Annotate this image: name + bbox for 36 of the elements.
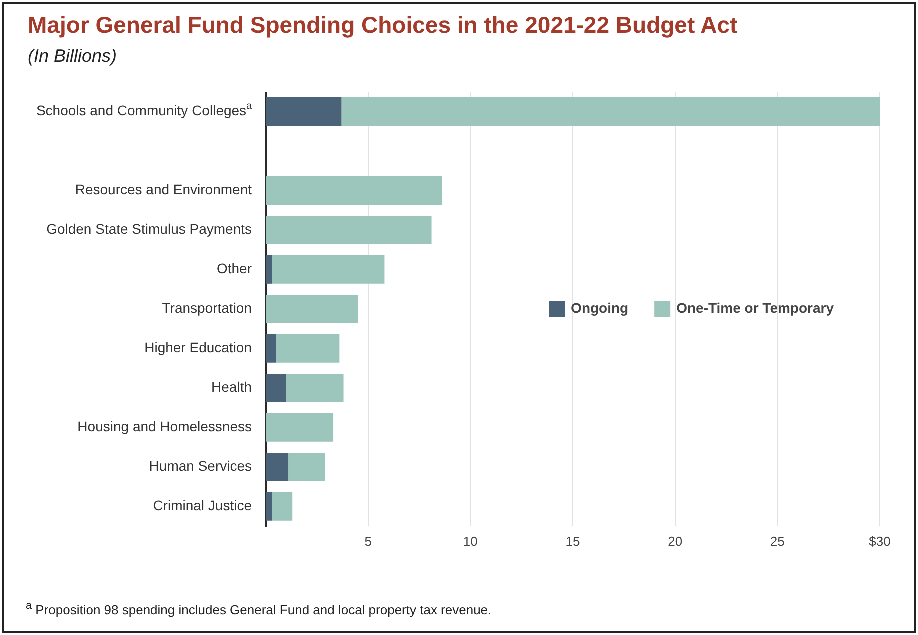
y-tick-label: Golden State Stimulus Payments	[46, 221, 252, 238]
bar	[266, 255, 272, 284]
legend-label: Ongoing	[571, 300, 629, 316]
legend-label: One-Time or Temporary	[676, 300, 834, 316]
x-tick-label: 15	[566, 534, 580, 549]
bar	[266, 413, 334, 442]
y-tick-label: Housing and Homelessness	[78, 418, 252, 435]
bar	[266, 98, 342, 126]
y-tick-label: Other	[216, 260, 252, 277]
bar	[286, 374, 344, 402]
bar	[266, 334, 276, 363]
text: (In Billions)	[28, 46, 118, 67]
x-tick-label: 20	[668, 534, 683, 549]
y-tick-label: Transportation	[162, 300, 252, 316]
y-tick-label: Higher Education	[144, 340, 252, 356]
bar	[266, 294, 358, 324]
x-tick-label: 25	[770, 534, 785, 549]
y-tick-label: Resources and Environment	[75, 182, 252, 198]
bar	[266, 176, 442, 205]
bar	[272, 255, 385, 284]
chart-title: Major General Fund Spending Choices in the 2021-22 Budget Act	[28, 12, 738, 39]
x-tick-label: $30	[869, 534, 891, 549]
x-tick-label: 5	[364, 534, 372, 549]
y-tick-label: Health	[212, 379, 252, 396]
text: $^{a}$ Proposition 98 spending includes General Fund and local property tax revenue.	[26, 600, 492, 618]
x-tick-label: 10	[463, 534, 478, 549]
bar	[272, 492, 293, 521]
y-tick-label: Human Services	[149, 458, 252, 474]
bar	[266, 452, 289, 482]
bar	[276, 334, 340, 363]
bar	[342, 98, 880, 126]
bar	[266, 374, 286, 402]
bar	[288, 452, 326, 482]
y-tick-label: Criminal Justice	[153, 498, 252, 514]
bar	[266, 216, 432, 244]
bar	[266, 492, 272, 521]
